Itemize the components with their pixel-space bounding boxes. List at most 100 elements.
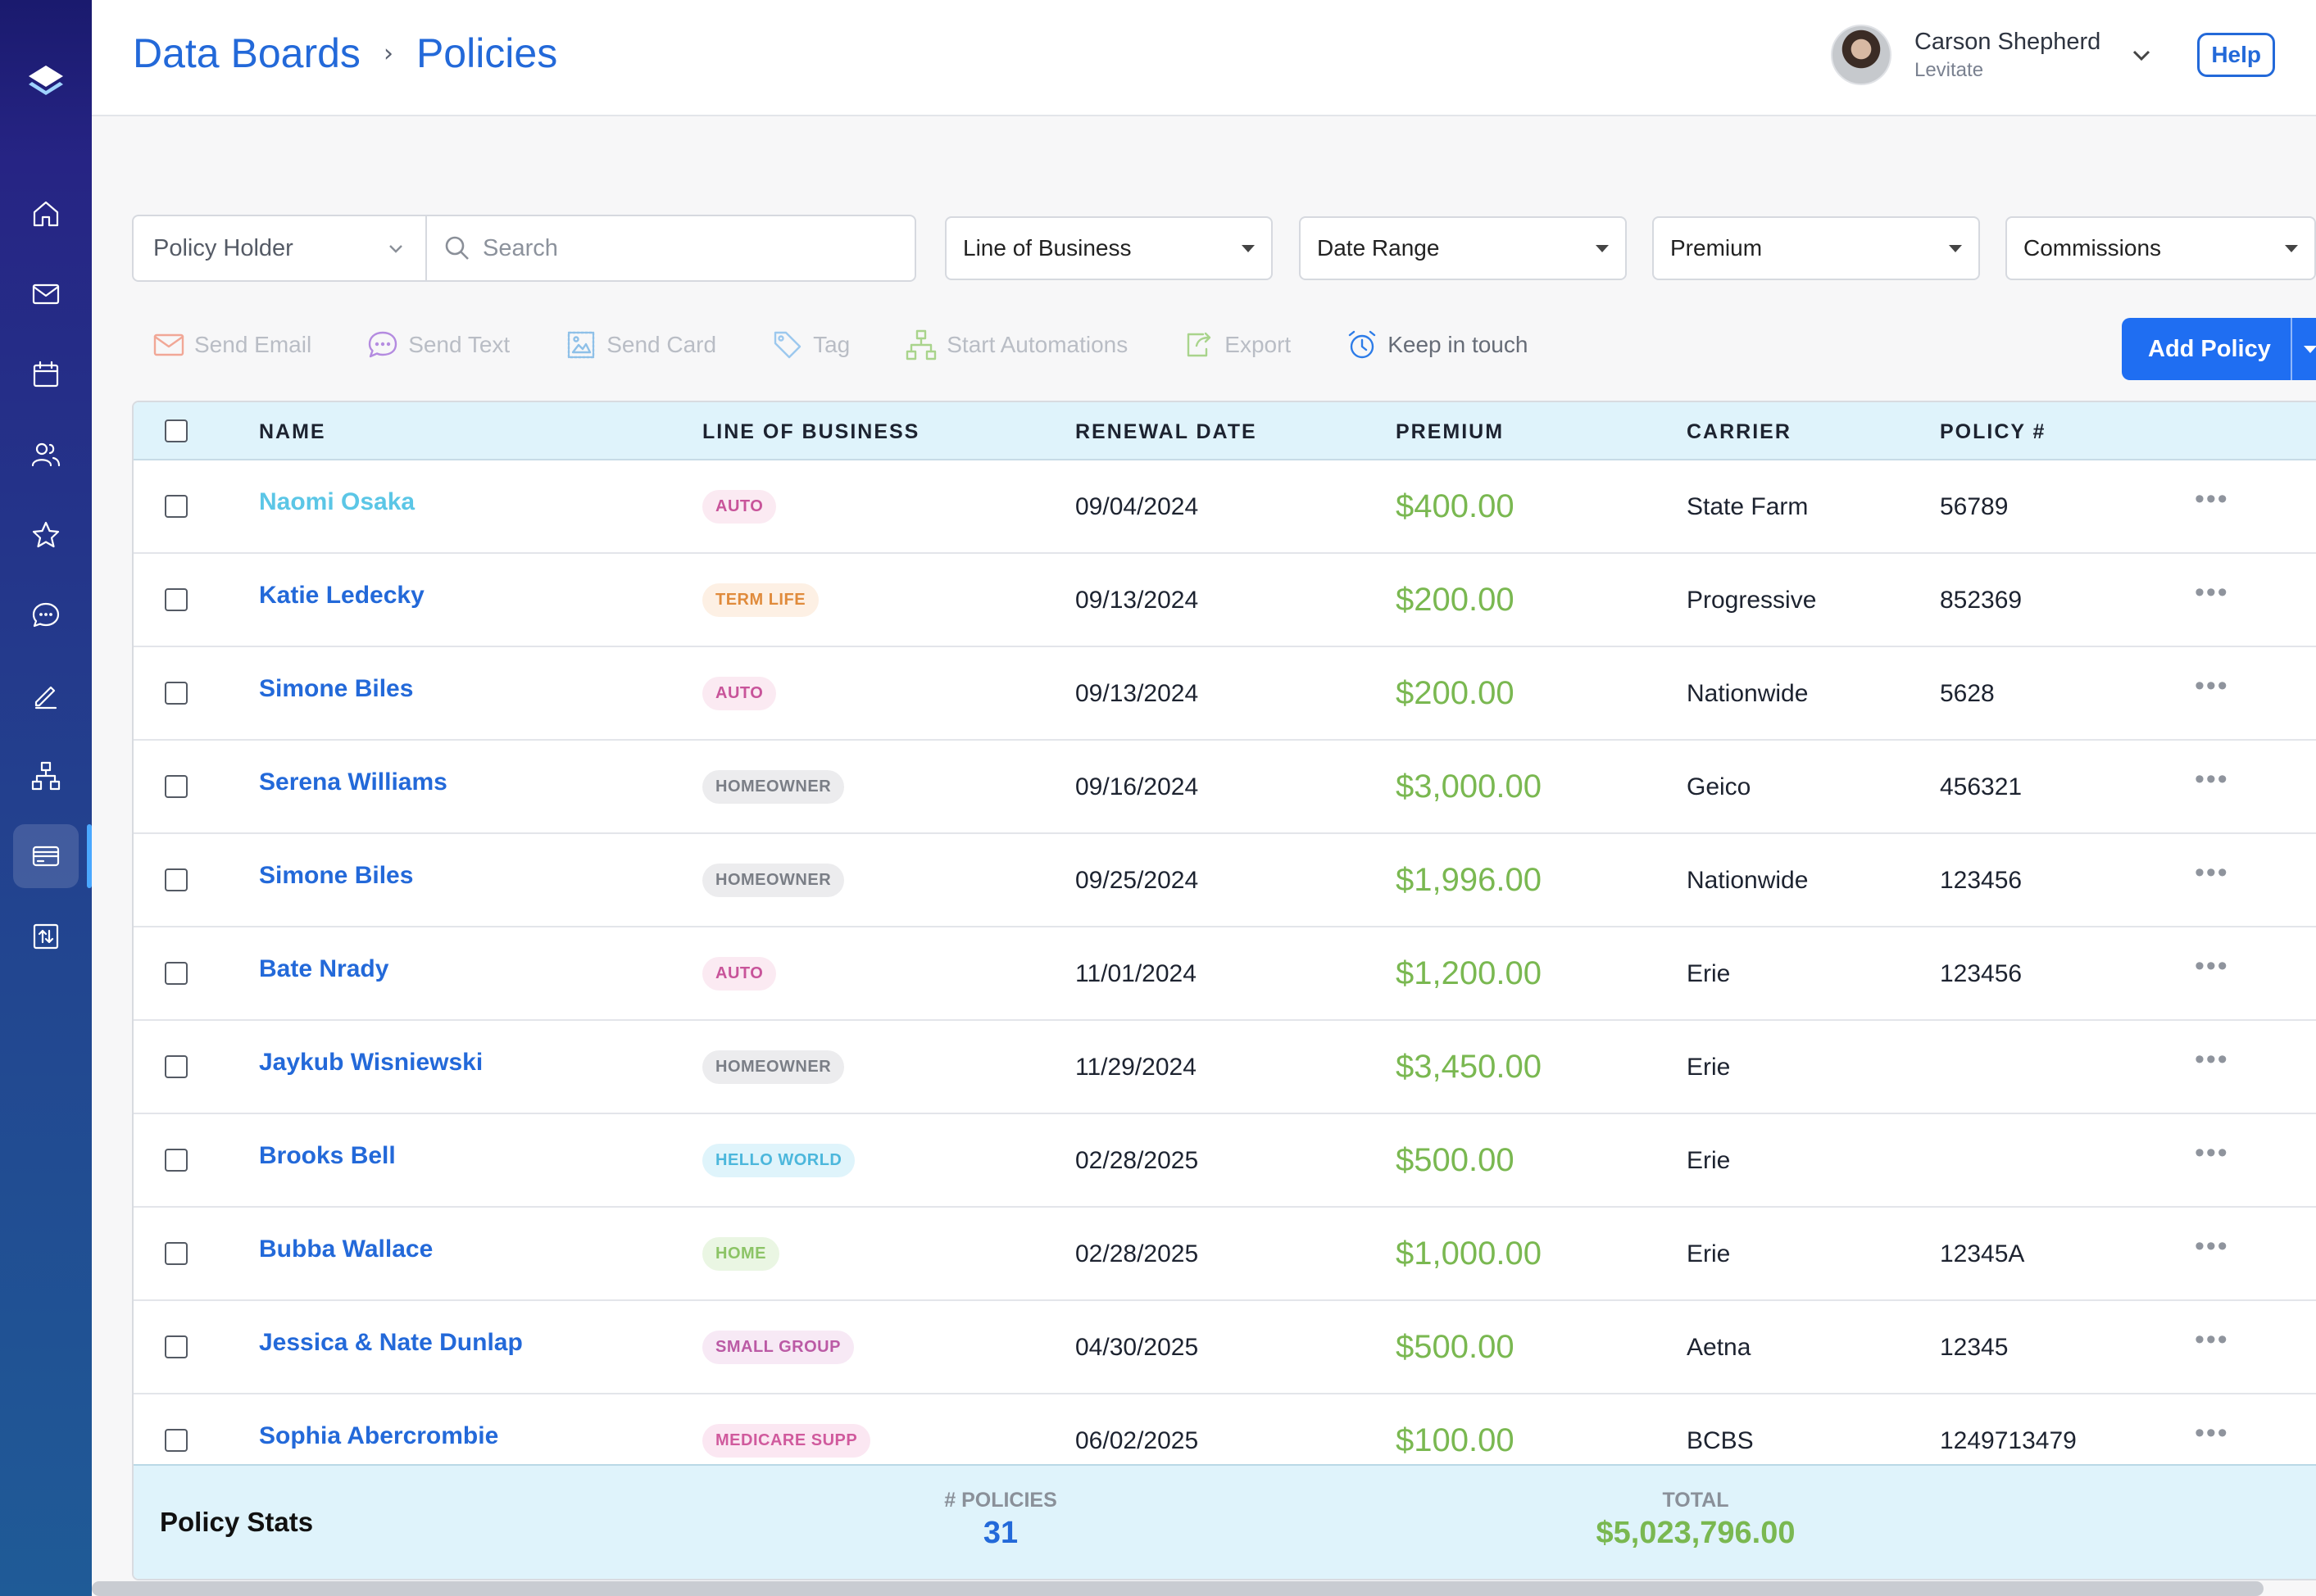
- nav-compose[interactable]: [13, 664, 79, 728]
- breadcrumb-root[interactable]: Data Boards: [133, 30, 361, 76]
- logo-icon[interactable]: [25, 62, 66, 103]
- row-checkbox[interactable]: [165, 1429, 188, 1452]
- column-header-carrier[interactable]: CARRIER: [1687, 420, 1791, 443]
- select-all-checkbox[interactable]: [165, 419, 188, 442]
- nav-calendar[interactable]: [13, 342, 79, 406]
- renewal-date: 09/13/2024: [1075, 587, 1199, 614]
- more-options-icon[interactable]: •••: [2195, 764, 2229, 795]
- row-checkbox[interactable]: [165, 1149, 188, 1172]
- keep-in-touch-button[interactable]: Keep in touch: [1345, 328, 1528, 362]
- more-options-icon[interactable]: •••: [2195, 1417, 2229, 1449]
- policy-holder-link[interactable]: Sophia Abercrombie: [259, 1422, 499, 1449]
- row-checkbox[interactable]: [165, 775, 188, 798]
- row-checkbox[interactable]: [165, 1335, 188, 1358]
- more-options-icon[interactable]: •••: [2195, 670, 2229, 701]
- breadcrumb-separator: ›: [383, 39, 393, 68]
- commissions-dropdown[interactable]: Commissions: [2005, 216, 2316, 280]
- table-row[interactable]: Simone Biles HOMEOWNER 09/25/2024 $1,996…: [134, 834, 2316, 927]
- line-of-business-tag: HELLO WORLD: [702, 1144, 856, 1177]
- more-options-icon[interactable]: •••: [2195, 577, 2229, 608]
- column-header-policy-number[interactable]: POLICY #: [1940, 420, 2046, 443]
- policy-stats-title: Policy Stats: [160, 1507, 314, 1537]
- premium-total-label: TOTAL: [1662, 1489, 1729, 1512]
- policy-holder-link[interactable]: Jaykub Wisniewski: [259, 1049, 484, 1076]
- row-checkbox[interactable]: [165, 588, 188, 611]
- row-checkbox[interactable]: [165, 868, 188, 891]
- policy-stats-footer: Policy Stats # POLICIES 31 TOTAL $5,023,…: [134, 1464, 2316, 1579]
- nav-favorites[interactable]: [13, 503, 79, 567]
- table-row[interactable]: Jessica & Nate Dunlap SMALL GROUP 04/30/…: [134, 1301, 2316, 1394]
- more-options-icon[interactable]: •••: [2195, 1044, 2229, 1075]
- sitemap-icon: [31, 761, 61, 791]
- more-options-icon[interactable]: •••: [2195, 1324, 2229, 1355]
- column-header-name[interactable]: NAME: [259, 420, 326, 443]
- carrier: Aetna: [1687, 1334, 1751, 1361]
- more-options-icon[interactable]: •••: [2195, 857, 2229, 888]
- more-options-icon[interactable]: •••: [2195, 1137, 2229, 1168]
- send-email-button[interactable]: Send Email: [152, 328, 311, 362]
- column-header-renewal-date[interactable]: RENEWAL DATE: [1075, 420, 1257, 443]
- sidebar-nav: [13, 182, 92, 968]
- row-checkbox[interactable]: [165, 682, 188, 705]
- search-input[interactable]: [483, 234, 892, 262]
- carrier: Nationwide: [1687, 680, 1809, 707]
- nav-home[interactable]: [13, 182, 79, 246]
- premium-label: Premium: [1670, 235, 1763, 261]
- send-card-button[interactable]: Send Card: [564, 328, 716, 362]
- start-automations-button[interactable]: Start Automations: [904, 328, 1128, 362]
- policy-number: 852369: [1940, 587, 2023, 614]
- add-policy-button[interactable]: Add Policy: [2122, 318, 2316, 380]
- nav-automations[interactable]: [13, 744, 79, 808]
- table-row[interactable]: Katie Ledecky TERM LIFE 09/13/2024 $200.…: [134, 554, 2316, 647]
- nav-mail[interactable]: [13, 262, 79, 326]
- table-row[interactable]: Brooks Bell HELLO WORLD 02/28/2025 $500.…: [134, 1114, 2316, 1208]
- policy-holder-link[interactable]: Jessica & Nate Dunlap: [259, 1329, 523, 1356]
- policy-holder-select[interactable]: Policy Holder: [134, 216, 427, 280]
- tag-button[interactable]: Tag: [770, 328, 850, 362]
- policy-holder-link[interactable]: Bate Nrady: [259, 955, 389, 982]
- nav-messages[interactable]: [13, 583, 79, 647]
- renewal-date: 06/02/2025: [1075, 1427, 1199, 1454]
- row-checkbox[interactable]: [165, 962, 188, 985]
- policy-holder-link[interactable]: Naomi Osaka: [259, 488, 416, 515]
- table-row[interactable]: Serena Williams HOMEOWNER 09/16/2024 $3,…: [134, 741, 2316, 834]
- renewal-date: 09/04/2024: [1075, 493, 1199, 520]
- table-row[interactable]: Naomi Osaka AUTO 09/04/2024 $400.00 Stat…: [134, 460, 2316, 554]
- row-checkbox[interactable]: [165, 495, 188, 518]
- policy-holder-link[interactable]: Serena Williams: [259, 769, 447, 796]
- policy-number: 123456: [1940, 867, 2023, 894]
- policy-holder-link[interactable]: Brooks Bell: [259, 1142, 396, 1169]
- table-row[interactable]: Jaykub Wisniewski HOMEOWNER 11/29/2024 $…: [134, 1021, 2316, 1114]
- export-button[interactable]: Export: [1182, 328, 1291, 362]
- user-name: Carson Shepherd: [1914, 28, 2101, 55]
- caret-down-icon[interactable]: [2304, 345, 2316, 353]
- table-row[interactable]: Bate Nrady AUTO 11/01/2024 $1,200.00 Eri…: [134, 927, 2316, 1021]
- nav-import-export[interactable]: [13, 905, 79, 968]
- horizontal-scrollbar[interactable]: [92, 1581, 2264, 1596]
- caret-down-icon: [1596, 244, 1609, 252]
- row-checkbox[interactable]: [165, 1055, 188, 1078]
- avatar[interactable]: [1830, 25, 1891, 85]
- more-options-icon[interactable]: •••: [2195, 483, 2229, 515]
- help-button[interactable]: Help: [2197, 33, 2275, 77]
- policy-holder-link[interactable]: Bubba Wallace: [259, 1236, 434, 1263]
- table-row[interactable]: Bubba Wallace HOME 02/28/2025 $1,000.00 …: [134, 1208, 2316, 1301]
- row-checkbox[interactable]: [165, 1242, 188, 1265]
- nav-contacts[interactable]: [13, 423, 79, 487]
- send-text-button[interactable]: Send Text: [366, 328, 510, 362]
- table-row[interactable]: Simone Biles AUTO 09/13/2024 $200.00 Nat…: [134, 647, 2316, 741]
- chevron-down-icon[interactable]: [2128, 42, 2155, 68]
- date-range-dropdown[interactable]: Date Range: [1299, 216, 1627, 280]
- column-header-line-of-business[interactable]: LINE OF BUSINESS: [702, 420, 920, 443]
- more-options-icon[interactable]: •••: [2195, 1231, 2229, 1262]
- nav-data-boards[interactable]: [13, 824, 92, 888]
- policy-holder-link[interactable]: Katie Ledecky: [259, 582, 425, 609]
- line-of-business-dropdown[interactable]: Line of Business: [945, 216, 1273, 280]
- column-header-premium[interactable]: PREMIUM: [1396, 420, 1505, 443]
- policy-holder-link[interactable]: Simone Biles: [259, 862, 414, 889]
- premium-dropdown[interactable]: Premium: [1652, 216, 1980, 280]
- policy-holder-link[interactable]: Simone Biles: [259, 675, 414, 702]
- user-menu[interactable]: Carson Shepherd Levitate Help: [1830, 25, 2275, 85]
- more-options-icon[interactable]: •••: [2195, 950, 2229, 982]
- tag-label: Tag: [813, 332, 851, 357]
